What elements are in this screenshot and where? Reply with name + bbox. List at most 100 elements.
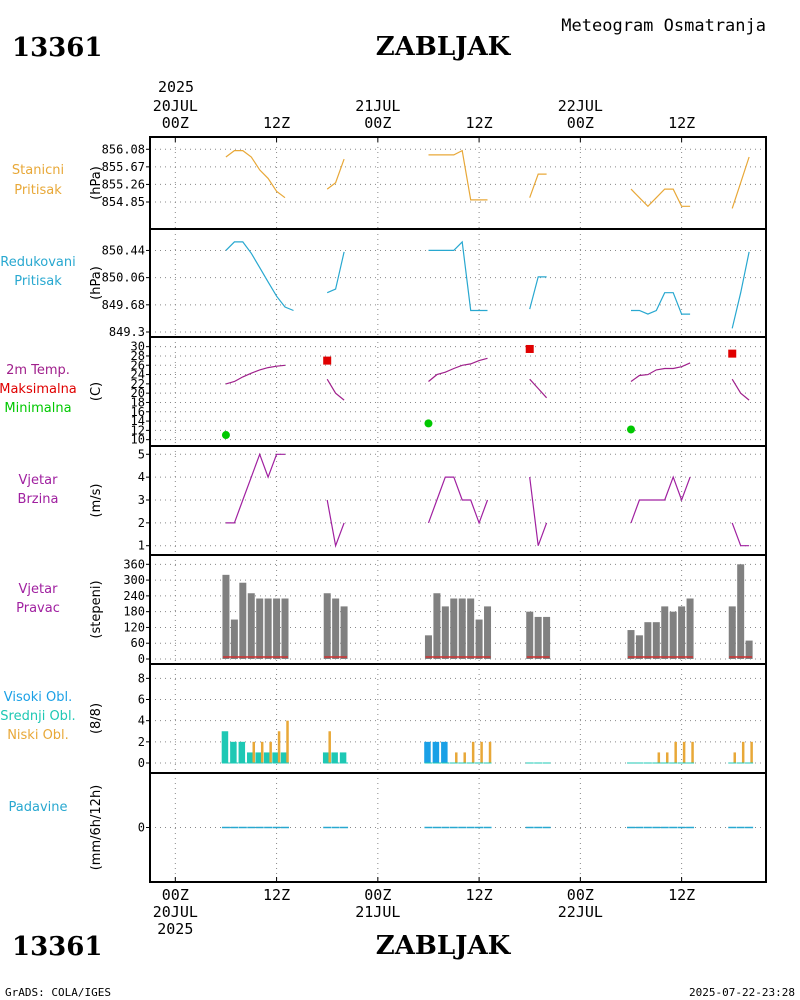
panel-label-line: Stanicni bbox=[12, 163, 64, 178]
y-tick-label: 2 bbox=[138, 516, 145, 530]
high-cloud-bar bbox=[432, 741, 440, 763]
time-label-bottom: 00Z bbox=[567, 886, 594, 904]
y-axis-label: (8/8) bbox=[89, 703, 104, 734]
wind-direction-bar bbox=[475, 619, 483, 659]
y-tick-label: 10 bbox=[131, 433, 145, 447]
y-axis-label: (hPa) bbox=[89, 166, 104, 200]
y-tick-label: 4 bbox=[138, 714, 145, 728]
wind-direction-bar bbox=[543, 616, 551, 659]
time-label-top: 22JUL bbox=[558, 97, 603, 115]
y-tick-label: 8 bbox=[138, 671, 145, 685]
time-label-bottom: 00Z bbox=[162, 886, 189, 904]
minimum-marker bbox=[424, 419, 433, 428]
mid-cloud-bar bbox=[263, 752, 271, 763]
maximum-marker bbox=[323, 356, 332, 365]
wind-direction-bar bbox=[273, 598, 281, 659]
mid-cloud-bar bbox=[230, 741, 237, 763]
y-tick-label: 849.3 bbox=[109, 325, 145, 339]
maximum-marker bbox=[728, 349, 737, 358]
time-label-top: 21JUL bbox=[355, 97, 400, 115]
mid-cloud-bar bbox=[322, 752, 330, 763]
wind-direction-bar bbox=[239, 582, 247, 659]
wind-direction-bar bbox=[627, 630, 635, 659]
time-label-bottom: 12Z bbox=[466, 886, 493, 904]
series-line bbox=[428, 149, 488, 201]
y-tick-label: 14 bbox=[131, 414, 145, 428]
time-label-top: 12Z bbox=[668, 114, 695, 132]
time-label-bottom: 12Z bbox=[263, 886, 290, 904]
series-line bbox=[631, 292, 691, 315]
station-id-bottom: 13361 bbox=[12, 932, 102, 962]
y-tick-label: 28 bbox=[131, 349, 145, 363]
series-line bbox=[225, 364, 286, 385]
wind-direction-bar bbox=[441, 606, 449, 659]
wind-direction-bar bbox=[728, 606, 736, 659]
series-line bbox=[326, 158, 345, 190]
y-tick-label: 16 bbox=[131, 405, 145, 419]
low-cloud-bar bbox=[733, 752, 736, 763]
series-line bbox=[731, 522, 750, 547]
station-name-bottom: ZABLJAK bbox=[376, 931, 512, 961]
minimum-marker bbox=[626, 425, 635, 434]
y-tick-label: 120 bbox=[123, 620, 145, 634]
high-cloud-bar bbox=[441, 741, 448, 763]
y-axis-label: (mm/6h/12h) bbox=[89, 785, 104, 871]
y-tick-label: 4 bbox=[138, 470, 145, 484]
y-tick-label: 20 bbox=[131, 386, 145, 400]
panel-label-line: Vjetar bbox=[19, 582, 59, 597]
y-tick-label: 849.68 bbox=[102, 298, 145, 312]
y-tick-label: 850.06 bbox=[102, 271, 145, 285]
y-tick-label: 12 bbox=[131, 423, 145, 437]
low-cloud-bar bbox=[286, 720, 289, 763]
time-label-bottom: 20JUL bbox=[153, 903, 198, 921]
wind-direction-bar bbox=[424, 635, 432, 659]
series-line bbox=[326, 499, 345, 548]
panel-label-line: Brzina bbox=[18, 492, 59, 507]
panel-label-line: 2m Temp. bbox=[6, 363, 70, 378]
low-cloud-bar bbox=[277, 731, 281, 763]
time-label-top: 00Z bbox=[567, 114, 594, 132]
panel-label-line: Visoki Obl. bbox=[4, 690, 72, 705]
maximum-marker bbox=[525, 344, 534, 353]
low-cloud-bar bbox=[269, 741, 272, 763]
series-line bbox=[630, 362, 691, 382]
mid-cloud-bar bbox=[255, 752, 262, 763]
y-tick-label: 24 bbox=[131, 368, 145, 382]
station-name-top: ZABLJAK bbox=[376, 32, 512, 62]
y-axis-label: (C) bbox=[89, 382, 104, 401]
wind-direction-bar bbox=[737, 564, 745, 659]
wind-direction-bar bbox=[222, 574, 230, 659]
y-tick-label: 0 bbox=[138, 652, 145, 666]
wind-direction-bar bbox=[745, 640, 753, 659]
y-axis-label: (m/s) bbox=[89, 484, 104, 518]
y-tick-label: 22 bbox=[131, 377, 145, 391]
y-tick-label: 300 bbox=[123, 573, 145, 587]
low-cloud-bar bbox=[665, 752, 669, 763]
y-tick-label: 855.67 bbox=[102, 160, 145, 174]
series-line bbox=[630, 188, 691, 208]
low-cloud-bar bbox=[480, 741, 483, 763]
time-label-bottom: 2025 bbox=[157, 920, 193, 938]
y-tick-label: 856.08 bbox=[102, 142, 145, 156]
y-tick-label: 5 bbox=[138, 447, 145, 461]
station-id-top: 13361 bbox=[12, 33, 102, 63]
y-tick-label: 0 bbox=[138, 756, 145, 770]
panel-label-line: Pritisak bbox=[14, 183, 62, 198]
y-tick-label: 180 bbox=[123, 605, 145, 619]
wind-direction-bar bbox=[247, 593, 255, 659]
panel-label-line: Pritisak bbox=[14, 274, 62, 289]
time-label-top: 12Z bbox=[263, 114, 290, 132]
panel-label-line: Niski Obl. bbox=[7, 728, 69, 743]
low-cloud-bar bbox=[691, 741, 694, 763]
low-cloud-bar bbox=[252, 741, 256, 763]
y-tick-label: 30 bbox=[131, 340, 145, 354]
low-cloud-bar bbox=[741, 741, 745, 763]
y-axis-label: (hPa) bbox=[89, 266, 104, 300]
series-line bbox=[731, 251, 750, 329]
y-tick-label: 2 bbox=[138, 735, 145, 749]
y-tick-label: 26 bbox=[131, 358, 145, 372]
time-label-top: 00Z bbox=[162, 114, 189, 132]
mid-cloud-bar bbox=[247, 752, 254, 763]
wind-direction-bar bbox=[635, 635, 643, 659]
wind-direction-bar bbox=[644, 622, 652, 659]
